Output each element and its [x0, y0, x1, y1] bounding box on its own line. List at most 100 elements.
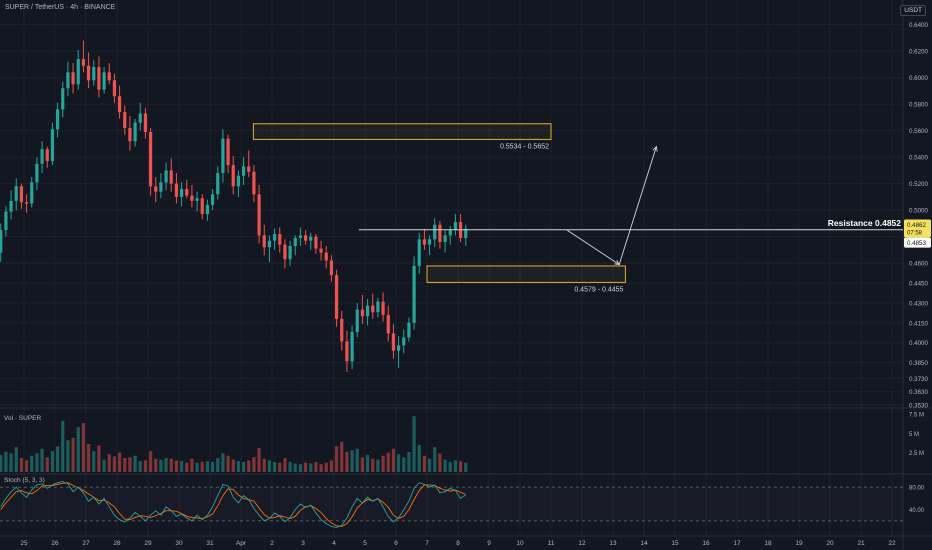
volume-bar [448, 461, 452, 472]
stoch-k-line [0, 481, 466, 528]
candle-body [376, 301, 380, 313]
volume-bar [298, 464, 303, 472]
candle-body [324, 252, 328, 261]
volume-bar [417, 444, 421, 472]
price-tick: 0.4450 [909, 281, 928, 288]
secondary-price-badge [904, 237, 931, 248]
candle-body [334, 275, 339, 319]
candle-body [138, 113, 142, 123]
price-axis[interactable]: 0.6400 0.6200 0.6000 0.5800 0.5600 0.5400 0.52… [904, 22, 931, 410]
candle-body [123, 112, 127, 129]
volume-bar [50, 451, 55, 472]
candle-body [402, 337, 406, 346]
candle-body [86, 65, 91, 81]
volume-bar [267, 460, 272, 472]
volume-bar [190, 458, 194, 472]
volume-bar [174, 460, 179, 472]
volume-bar [391, 448, 396, 472]
volume-bar [107, 454, 111, 472]
candle-body [309, 236, 313, 241]
price-tick: 0.5600 [909, 128, 928, 135]
volume-bar [422, 455, 427, 472]
candle-body [117, 96, 122, 113]
volume-bar [464, 462, 468, 472]
zone-label: 0.5534 - 0.5652 [500, 143, 549, 150]
candle-body [154, 186, 158, 192]
candle-body [267, 240, 272, 248]
volume-bar [386, 452, 390, 472]
volume-bar [200, 461, 204, 472]
volume-bar [288, 461, 292, 472]
volume-bar [438, 453, 442, 472]
time-tick: 27 [82, 540, 90, 547]
symbol-title[interactable]: SUPER / TetherUS · 4h · BINANCE [5, 4, 116, 11]
volume-bar [252, 457, 256, 472]
volume-pane-title: Vol · SUPER [4, 415, 42, 422]
volume-bar [355, 448, 359, 472]
candle-body [298, 235, 303, 239]
volume-bar [319, 464, 323, 472]
secondary-price-value: 0.4853 [907, 240, 926, 247]
candle-body [133, 122, 137, 142]
candle-body [257, 194, 261, 236]
candle-body [97, 67, 101, 90]
zones [252, 123, 626, 283]
candle-body [407, 322, 411, 338]
candle-body [179, 188, 184, 197]
volume-bar [216, 458, 220, 472]
volume-bar [195, 462, 199, 472]
candle-body [365, 305, 370, 317]
volume-bar [76, 427, 80, 472]
volume-tick: 5 M [909, 432, 919, 438]
volume-bar [293, 463, 297, 472]
time-tick: 17 [733, 540, 741, 547]
volume-bar [123, 458, 127, 472]
time-tick: 14 [640, 540, 648, 547]
candle-body [102, 72, 106, 90]
candle-body [293, 238, 297, 246]
price-tick: 0.3850 [909, 360, 928, 367]
volume-bar [154, 458, 158, 472]
volume-bar [86, 444, 91, 472]
currency-button[interactable]: USDT [900, 5, 926, 16]
candle-body [9, 200, 13, 212]
volume-bar [257, 447, 261, 472]
candles [0, 40, 468, 372]
volume-bar [40, 448, 44, 472]
time-tick: 13 [609, 540, 617, 547]
candle-body [210, 194, 215, 205]
volume-tick: 7.5 M [909, 412, 924, 418]
time-tick: 28 [113, 540, 121, 547]
time-tick: 21 [857, 540, 865, 547]
time-axis[interactable]: 25 26 27 28 29 30 31 Apr 2 3 4 5 6 7 8 9 10 11 12 13 14 15 16 1… [20, 540, 896, 547]
time-tick: 3 [301, 540, 305, 547]
current-price-badge [904, 219, 931, 238]
candle-body [128, 128, 132, 142]
candle-body [205, 204, 210, 215]
candle-body [381, 301, 385, 315]
volume-bar [453, 460, 458, 472]
time-tick: 19 [795, 540, 803, 547]
time-tick: 15 [671, 540, 679, 547]
candle-body [360, 309, 365, 317]
candle-body [283, 244, 287, 260]
time-tick: 16 [702, 540, 710, 547]
volume-bar [185, 462, 189, 472]
volume-bar [278, 462, 282, 472]
volume-bar [9, 453, 13, 472]
volume-bar [458, 461, 463, 472]
volume-bar [314, 461, 318, 472]
zone-box [252, 123, 552, 140]
candle-body [4, 211, 8, 231]
price-tick: 0.5000 [909, 208, 928, 215]
candle-body [278, 234, 282, 245]
volume-bar [329, 460, 334, 472]
candle-body [169, 170, 173, 184]
price-tick: 0.6000 [909, 75, 928, 82]
price-tick: 0.5200 [909, 181, 928, 188]
volume-bar [164, 458, 168, 472]
volume-bar [365, 454, 370, 472]
volume-bar [407, 451, 411, 472]
price-tick: 0.3630 [909, 389, 928, 396]
